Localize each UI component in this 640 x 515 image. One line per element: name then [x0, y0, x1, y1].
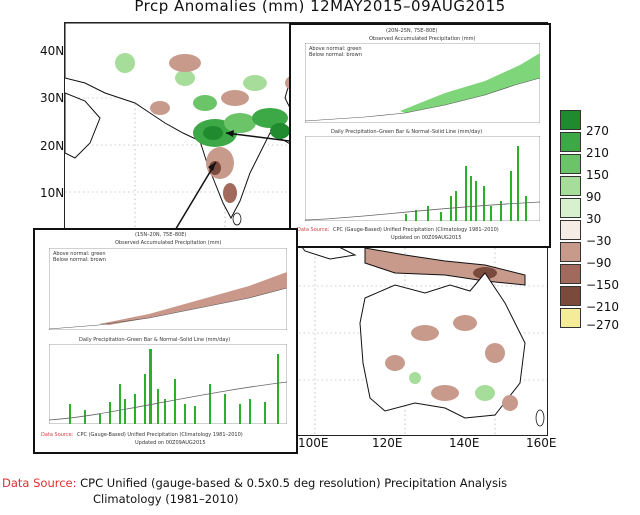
lat-label-10n: 10N [40, 186, 65, 200]
legend-label: −150 [586, 278, 619, 292]
data-source-label: Data Source: [2, 476, 77, 490]
normal-line [49, 381, 287, 421]
legend-below: Below normal: brown [309, 52, 362, 58]
legend-swatch [560, 242, 581, 262]
data-source-line1: CPC Unified (gauge-based & 0.5x0.5 deg r… [80, 476, 508, 490]
accum-above-normal [400, 53, 540, 113]
inset-acc-title: Observed Accumulated Precipitation (mm) [369, 36, 476, 42]
legend-label: 270 [586, 124, 609, 138]
inset-daily-title: Daily Precipitation–Green Bar & Normal–S… [331, 129, 483, 135]
legend-label: −30 [586, 234, 612, 248]
legend-label: −90 [586, 256, 612, 270]
climatology-note: Climatology (1981–2010) [93, 492, 239, 506]
inset-chart-north: (20N–25N, 75E–80E) Observed Accumulated … [289, 23, 551, 248]
arrowhead-top [226, 130, 234, 137]
inset-region: (15N–20N, 75E–80E) [135, 232, 187, 238]
lat-label-30n: 30N [40, 91, 65, 105]
lon-label-120e: 120E [372, 436, 403, 450]
legend-above: Above normal: green [53, 251, 106, 257]
legend-swatch [560, 176, 581, 196]
inset-acc-title: Observed Accumulated Precipitation (mm) [115, 240, 222, 246]
accum-chart [49, 248, 287, 330]
inset-daily-title: Daily Precipitation–Green Bar & Normal–S… [79, 337, 231, 343]
tasmania [535, 409, 545, 427]
legend-swatch [560, 308, 581, 328]
lat-label-20n: 20N [40, 139, 65, 153]
legend-swatch [560, 154, 581, 174]
legend-below: Below normal: brown [53, 257, 106, 263]
legend-swatch [560, 220, 581, 240]
normal-line [305, 201, 540, 221]
daily-bars [69, 349, 279, 424]
legend-label: 150 [586, 168, 609, 182]
legend-swatch [560, 264, 581, 284]
map-title: Prcp Anomalies (mm) 12MAY2015–09AUG2015 [134, 0, 506, 15]
lon-label-100e: 100E [298, 436, 329, 450]
inset-updated: Updated on 00Z09AUG2015 [391, 235, 462, 241]
legend-swatch [560, 286, 581, 306]
inset-updated: Updated on 00Z09AUG2015 [135, 440, 206, 446]
arabian-peninsula [65, 92, 101, 159]
daily-chart [49, 344, 287, 424]
arrowhead-bottom [208, 162, 216, 171]
legend-swatch [560, 110, 581, 130]
accum-chart [305, 43, 540, 123]
inset-ds-label: Data Source: [297, 227, 330, 233]
data-source-note: Data Source: CPC Unified (gauge-based & … [2, 475, 507, 492]
legend-above: Above normal: green [309, 46, 362, 52]
inset-ds-label: Data Source: [41, 432, 74, 438]
inset-ds-text: CPC (Gauge-Based) Unified Precipitation … [333, 227, 499, 233]
legend-swatch [560, 132, 581, 152]
legend-label: −270 [586, 318, 619, 332]
daily-bars [405, 146, 527, 221]
legend-label: 30 [586, 212, 602, 226]
inset-region: (20N–25N, 75E–80E) [386, 28, 438, 34]
legend-label: −210 [586, 300, 619, 314]
legend-label: 210 [586, 146, 609, 160]
australia-anomalies [385, 315, 518, 411]
legend-label: 90 [586, 190, 602, 204]
legend-swatch [560, 198, 581, 218]
daily-chart [305, 136, 540, 221]
lat-label-40n: 40N [40, 44, 65, 58]
inset-ds-text: CPC (Gauge-Based) Unified Precipitation … [77, 432, 243, 438]
inset-chart-south: (15N–20N, 75E–80E) Observed Accumulated … [33, 228, 298, 454]
sri-lanka [232, 212, 242, 226]
lon-label-160e: 160E [526, 436, 557, 450]
lon-label-140e: 140E [449, 436, 480, 450]
